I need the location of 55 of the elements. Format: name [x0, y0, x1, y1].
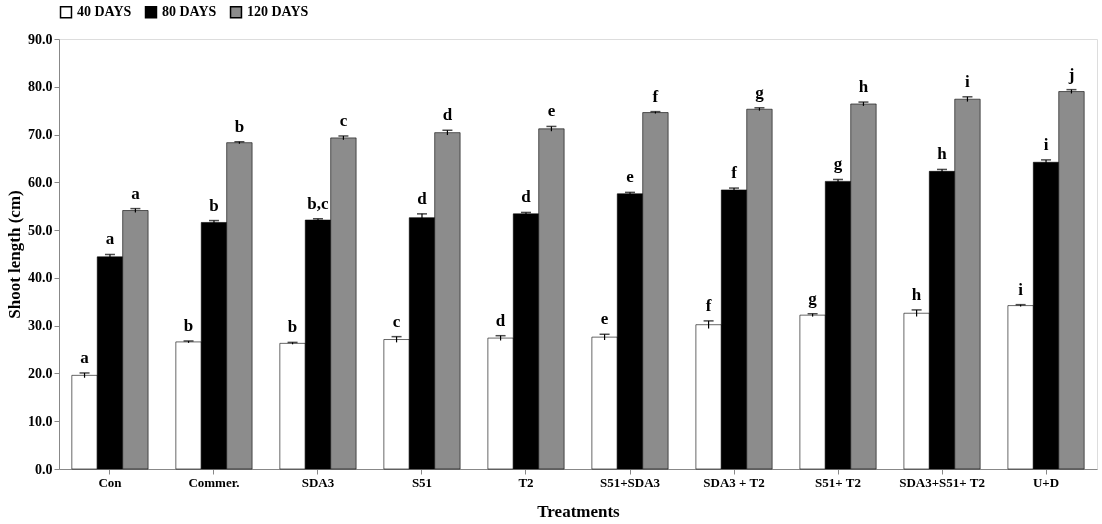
legend-label: 40 DAYS [77, 4, 132, 20]
legend-label: 80 DAYS [162, 4, 217, 20]
data-label: d [495, 310, 506, 330]
data-label: f [705, 295, 712, 315]
y-axis-title: Shoot length (cm) [5, 190, 24, 319]
data-label: c [392, 311, 401, 331]
x-tick-label: SDA3+S51+ T2 [899, 474, 985, 490]
data-label: b,c [307, 193, 330, 213]
x-tick-label: Commer. [188, 474, 240, 490]
x-tick-label: S51+SDA3 [599, 474, 661, 490]
x-tick-label: SDA3 + T2 [703, 474, 765, 490]
data-label: b [234, 116, 245, 136]
legend-label: 120 DAYS [247, 4, 309, 20]
x-tick-label: S51 [411, 474, 433, 490]
data-label: f [652, 86, 659, 106]
data-label: g [833, 154, 843, 174]
y-tick-label: 80.0 [28, 79, 53, 95]
data-label: i [1018, 279, 1024, 299]
data-label: g [755, 82, 765, 102]
data-label: i [965, 71, 971, 91]
data-label: g [808, 288, 818, 308]
data-label: i [1043, 134, 1049, 154]
data-label: e [626, 167, 635, 187]
y-tick-label: 40.0 [28, 270, 53, 286]
data-label: e [600, 309, 609, 329]
x-axis-title: Treatments [537, 501, 621, 521]
x-tick-label: SDA3 [301, 474, 335, 490]
y-tick-label: 0.0 [35, 461, 53, 477]
data-label: b [287, 317, 298, 337]
y-tick-label: 70.0 [28, 127, 53, 143]
x-tick-label: Con [98, 474, 123, 490]
data-label: a [80, 347, 90, 367]
y-tick-label: 60.0 [28, 174, 53, 190]
y-tick-label: 90.0 [28, 31, 53, 47]
x-tick-label: T2 [518, 474, 534, 490]
data-label: a [131, 183, 141, 203]
data-label: h [858, 77, 869, 97]
x-tick-label: S51+ T2 [815, 474, 861, 490]
data-label: d [521, 187, 532, 207]
y-tick-label: 50.0 [28, 222, 53, 238]
data-label: h [911, 284, 922, 304]
data-label: a [105, 229, 115, 249]
data-label: j [1067, 64, 1075, 84]
y-tick-label: 20.0 [28, 365, 53, 381]
data-label: d [442, 105, 453, 125]
y-tick-label: 10.0 [28, 413, 53, 429]
data-label: h [937, 144, 948, 164]
data-label: f [731, 163, 738, 183]
data-label: c [339, 110, 348, 130]
x-tick-label: U+D [1032, 474, 1060, 490]
data-label: d [417, 188, 428, 208]
data-label: b [183, 315, 194, 335]
data-label: e [547, 101, 556, 121]
y-tick-label: 30.0 [28, 318, 53, 334]
data-label: b [209, 195, 219, 215]
